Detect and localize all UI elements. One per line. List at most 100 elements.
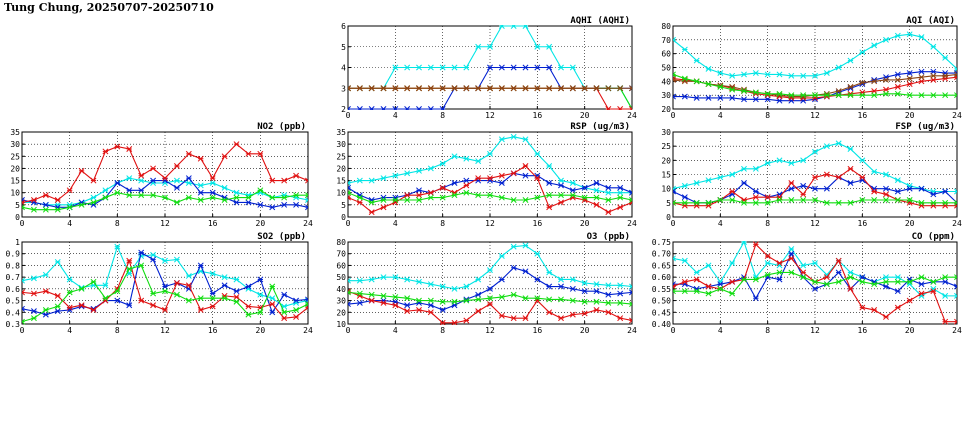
x-tick-label: 8 <box>440 326 445 335</box>
data-point <box>717 174 724 181</box>
data-point <box>305 197 308 203</box>
data-point <box>906 81 913 88</box>
data-point <box>162 257 168 264</box>
data-point <box>487 285 493 292</box>
data-point <box>22 305 25 312</box>
data-point <box>823 199 830 206</box>
data-point <box>90 194 97 201</box>
data-point <box>498 180 505 186</box>
data-point <box>416 187 422 194</box>
data-point <box>681 278 688 285</box>
data-point <box>126 192 133 199</box>
data-point <box>918 274 925 281</box>
data-point <box>871 42 878 49</box>
x-tick-label: 12 <box>810 326 820 335</box>
data-point <box>197 182 204 189</box>
data-point <box>954 188 957 195</box>
y-tick-label: 5 <box>341 201 346 210</box>
data-point <box>788 197 795 203</box>
series-line <box>673 33 957 77</box>
data-point <box>581 298 588 305</box>
data-point <box>800 197 807 203</box>
data-point <box>847 285 854 292</box>
series-green <box>348 289 632 308</box>
data-point <box>812 278 818 285</box>
data-point <box>185 150 192 157</box>
data-point <box>534 175 541 182</box>
data-point <box>776 269 783 276</box>
data-point <box>487 175 493 182</box>
series-green <box>348 189 632 206</box>
data-point <box>42 201 49 208</box>
data-point <box>823 92 830 99</box>
data-point <box>348 106 351 110</box>
data-point <box>498 276 505 283</box>
data-point <box>693 180 700 186</box>
data-point <box>835 269 842 276</box>
data-point <box>752 241 759 248</box>
data-point <box>197 189 204 196</box>
x-tick-label: 20 <box>580 219 590 228</box>
data-point <box>221 184 228 191</box>
data-point <box>605 106 612 110</box>
y-tick-label: 30 <box>10 140 20 149</box>
data-point <box>776 157 783 164</box>
data-point <box>581 194 588 201</box>
data-point <box>356 290 363 297</box>
y-tick-label: 0.9 <box>6 250 21 259</box>
data-point <box>906 92 913 99</box>
data-point <box>439 85 446 92</box>
data-point <box>729 278 736 285</box>
x-tick-label: 24 <box>627 326 637 335</box>
data-point <box>487 267 493 274</box>
data-point <box>906 185 913 192</box>
x-tick-label: 24 <box>952 219 962 228</box>
data-point <box>392 85 399 92</box>
x-tick-label: 16 <box>858 111 868 120</box>
data-point <box>741 276 747 283</box>
data-point <box>871 188 878 195</box>
data-point <box>717 94 724 101</box>
data-point <box>605 299 612 306</box>
data-point <box>463 189 470 196</box>
data-point <box>30 290 37 297</box>
data-point <box>22 204 25 211</box>
chart-title-aqhi: AQHI (AQHI) <box>570 16 630 26</box>
data-point <box>918 68 925 75</box>
data-point <box>581 310 588 317</box>
data-point <box>439 194 446 201</box>
data-point <box>764 260 771 267</box>
y-tick-label: 0.60 <box>652 273 671 282</box>
y-tick-label: 10 <box>336 189 346 198</box>
data-point <box>487 43 493 50</box>
data-point <box>835 257 842 264</box>
series-blue <box>22 249 308 318</box>
y-tick-label: 70 <box>336 250 346 259</box>
x-tick-label: 20 <box>905 326 915 335</box>
data-point <box>150 302 157 309</box>
data-point <box>510 133 517 140</box>
y-tick-label: 0.3 <box>6 320 21 329</box>
x-tick-label: 20 <box>580 111 590 120</box>
data-point <box>78 285 85 292</box>
data-point <box>392 197 399 203</box>
chart-panel-o3: 0 4 8 12 16 20 24 10 20 30 40 50 60 70 80 O3 (ppb) <box>336 232 637 335</box>
data-point <box>245 311 252 318</box>
data-point <box>906 278 913 285</box>
data-point <box>281 201 288 208</box>
data-point <box>451 153 458 160</box>
data-point <box>293 314 300 320</box>
data-point <box>883 274 889 281</box>
data-point <box>859 274 866 281</box>
data-point <box>416 197 422 203</box>
data-point <box>569 180 576 186</box>
data-point <box>257 201 264 208</box>
data-point <box>776 90 783 97</box>
y-tick-label: 40 <box>661 77 671 86</box>
y-tick-label: 0.45 <box>652 308 671 317</box>
data-point <box>693 202 700 209</box>
data-point <box>673 188 676 195</box>
data-point <box>293 172 300 179</box>
data-point <box>42 306 49 313</box>
data-point <box>534 85 541 92</box>
